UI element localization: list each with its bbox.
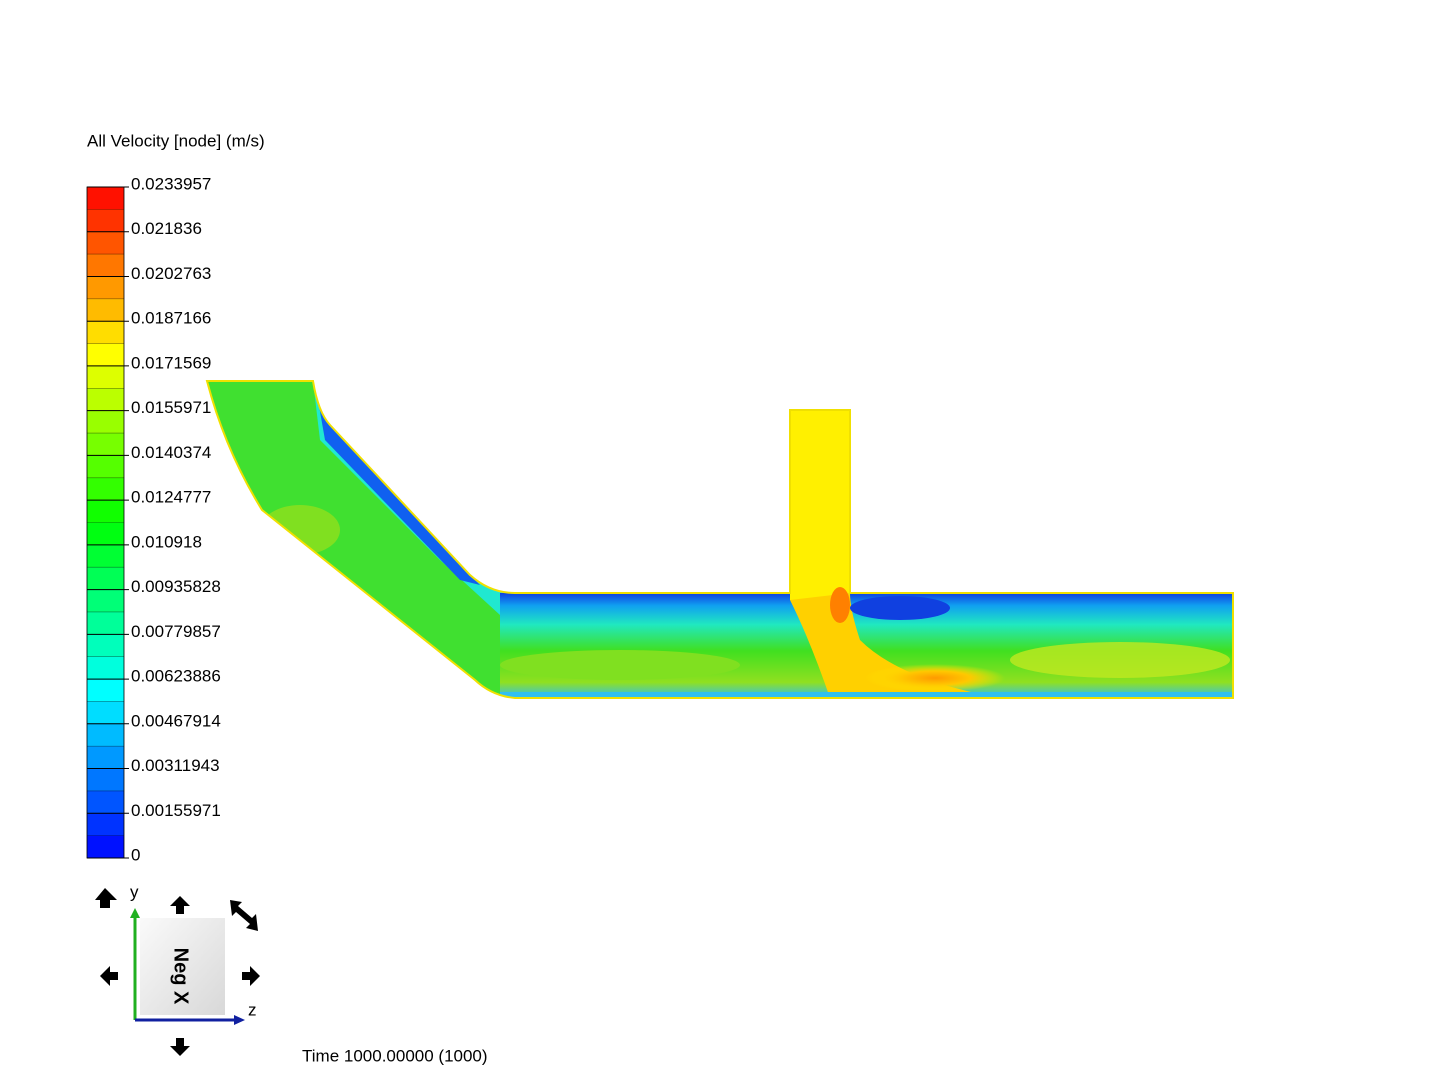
geometry-outline [205, 380, 1234, 699]
rotate-diag[interactable] [230, 900, 258, 931]
color-band [87, 835, 124, 859]
y-label: y [130, 882, 139, 901]
color-band [87, 455, 124, 479]
rotate-up[interactable] [95, 888, 117, 908]
color-band [87, 298, 124, 322]
y-arrow [130, 908, 140, 918]
color-band [87, 768, 124, 792]
legend-label: 0.00155971 [131, 801, 221, 820]
color-band [87, 321, 124, 345]
color-band [87, 679, 124, 702]
legend-label: 0.00311943 [131, 756, 220, 775]
color-band [87, 589, 124, 613]
z-arrow [234, 1015, 245, 1025]
pan-up[interactable] [170, 896, 190, 914]
color-band [87, 477, 124, 501]
color-band [87, 634, 124, 658]
color-band [87, 388, 124, 412]
legend-label: 0.010918 [131, 532, 202, 551]
color-band [87, 790, 124, 814]
color-band [87, 544, 124, 568]
legend-label: 0.021836 [131, 219, 202, 238]
color-band [87, 410, 124, 434]
color-band [87, 254, 124, 277]
cube-label: Neg X [170, 948, 192, 1005]
color-band [87, 567, 124, 591]
time-label: Time 1000.00000 (1000) [302, 1046, 488, 1065]
legend-label: 0.0140374 [131, 443, 211, 462]
legend-label: 0.0171569 [131, 353, 211, 372]
z-label: z [248, 1000, 257, 1019]
color-band [87, 365, 124, 389]
legend-label: 0.0124777 [131, 488, 211, 507]
legend-label: 0.00935828 [131, 577, 221, 596]
color-band [87, 723, 124, 747]
legend-label: 0.0233957 [131, 174, 211, 193]
pan-right[interactable] [242, 966, 260, 986]
color-band [87, 500, 124, 523]
legend-title: All Velocity [node] (m/s) [87, 131, 265, 150]
legend-label: 0 [131, 845, 140, 864]
legend-label: 0.0202763 [131, 264, 211, 283]
legend-label: 0.0187166 [131, 309, 211, 328]
legend-label: 0.00779857 [131, 622, 221, 641]
velocity-field [207, 381, 1233, 698]
legend: 0.0233957 0.021836 0.0202763 0.0187166 0.017… [86, 174, 221, 864]
color-band [87, 813, 124, 837]
color-band [87, 433, 124, 456]
color-band [87, 343, 124, 367]
legend-label: 0.00623886 [131, 667, 221, 686]
color-band [87, 611, 124, 635]
pan-down[interactable] [170, 1038, 190, 1056]
color-band [87, 522, 124, 546]
legend-label: 0.00467914 [131, 711, 221, 730]
orientation-triad[interactable]: Neg X y z [95, 882, 260, 1056]
view-cube[interactable] [140, 918, 225, 1015]
color-band [87, 187, 124, 210]
color-band [87, 231, 124, 255]
color-band [87, 656, 124, 680]
pan-left[interactable] [100, 966, 118, 986]
color-band [87, 276, 124, 300]
legend-label: 0.0155971 [131, 398, 211, 417]
color-band [87, 746, 124, 770]
color-band [87, 209, 124, 233]
color-band [87, 701, 124, 725]
